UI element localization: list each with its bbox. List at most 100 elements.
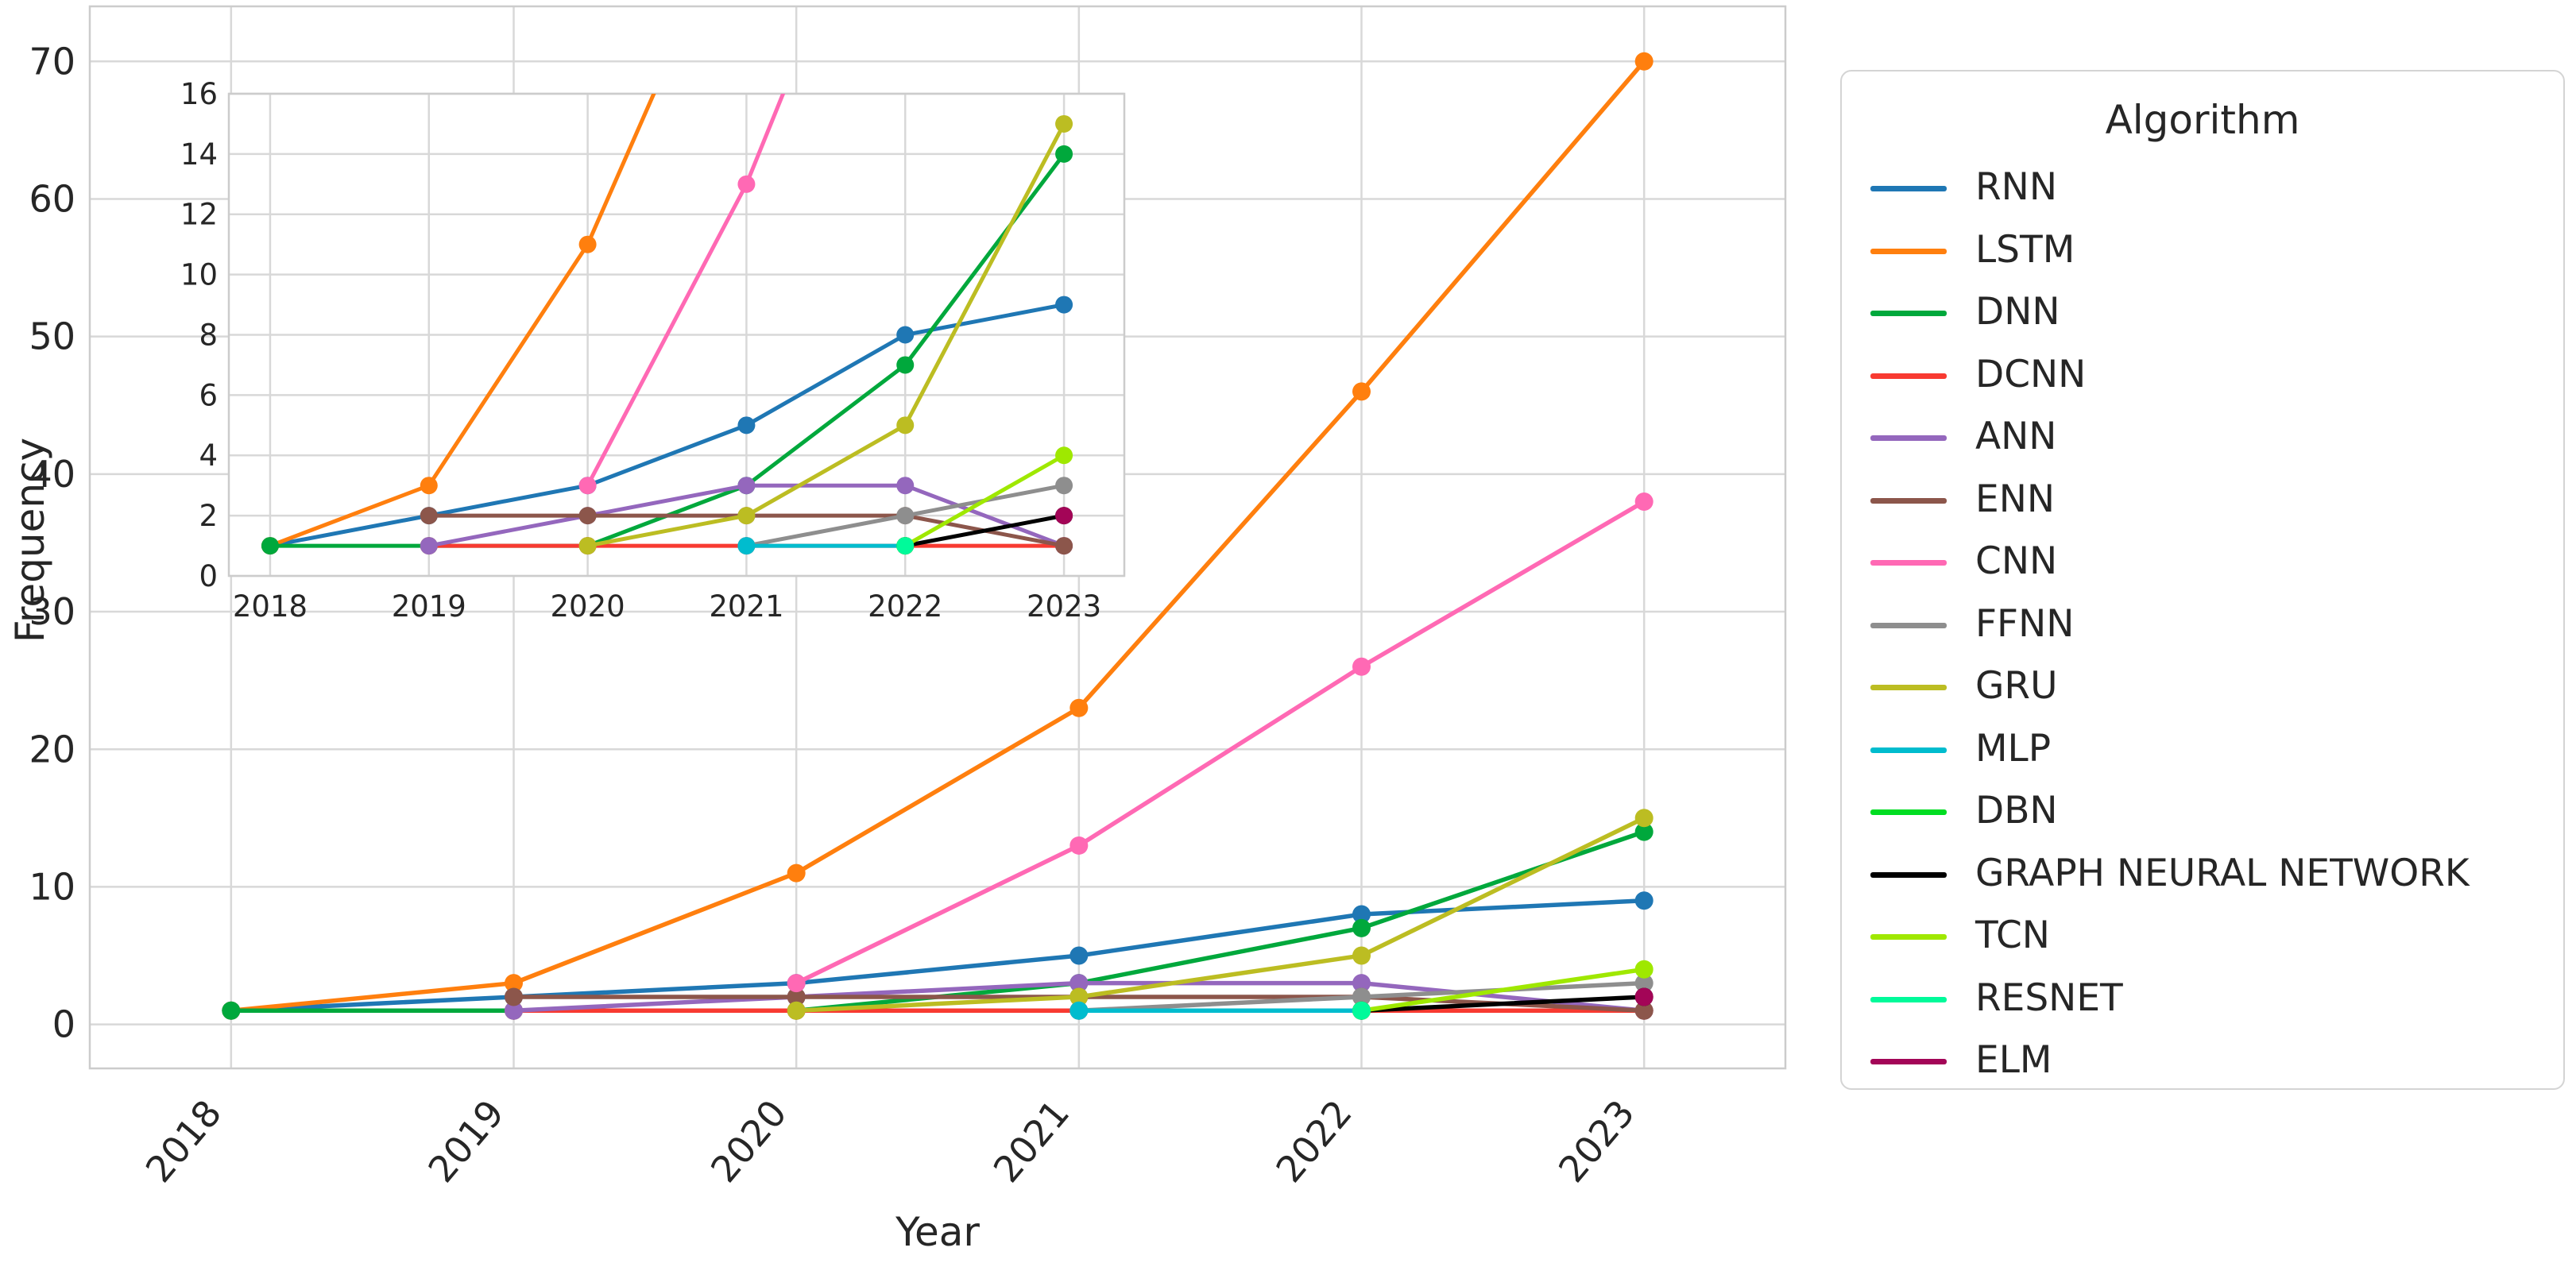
series-point-resnet [1352,1001,1371,1020]
series-point-enn [1634,1001,1654,1020]
x-tick-label: 2018 [233,589,307,624]
y-tick-label: 0 [199,559,218,593]
plot-border [227,92,1126,577]
series-point-gru [1634,809,1654,828]
series-point-dnn [1055,145,1073,163]
legend-swatch-line-ann [1870,435,1947,441]
series-point-rnn [1634,891,1654,910]
y-axis-label: Frequency [7,437,53,643]
series-point-ann [896,477,915,495]
legend-item-label: ENN [1975,477,2056,521]
legend-item-mlp: MLP [1842,727,2563,774]
legend-item-ann: ANN [1842,415,2563,462]
series-point-lstm [505,974,523,993]
series-point-enn [578,507,597,525]
legend-item-resnet: RESNET [1842,976,2563,1024]
inset-chart-series [261,94,1073,555]
legend-item-cnn: CNN [1842,539,2563,587]
series-line-cnn [794,499,1646,986]
series-point-lstm [1634,52,1654,71]
series-line-gru [794,816,1646,1014]
series-point-tcn [1055,446,1073,465]
y-tick-label: 0 [52,1003,75,1046]
series-point-dnn [222,1001,241,1020]
legend-item-label: GRAPH NEURAL NETWORK [1975,851,2470,895]
series-point-elm [1055,507,1073,525]
y-tick-label: 10 [29,865,75,908]
series-point-gru [1069,987,1089,1006]
legend-swatch-line-lstm [1870,248,1947,254]
series-point-elm [1634,987,1654,1006]
legend-item-label: DCNN [1975,352,2087,396]
series-point-gru [787,1001,806,1020]
series-point-ann [505,1001,523,1020]
series-point-rnn [737,416,756,435]
series-point-ffnn [896,507,915,525]
series-point-dnn [1352,918,1371,937]
legend-item-label: CNN [1975,539,2058,583]
series-line-tcn [1359,967,1646,1014]
series-line-graph-neural-network [1359,995,1646,1014]
main-chart-series [222,52,1654,1020]
x-tick-label: 2022 [868,589,942,624]
legend-swatch-line-elm [1870,1059,1947,1064]
series-line-lstm [229,59,1646,1014]
y-tick-label: 14 [180,137,218,172]
series-line-cnn [586,94,786,488]
legend-swatch-line-gru [1870,685,1947,690]
legend-item-label: FFNN [1975,601,2075,646]
series-point-rnn [1352,905,1371,924]
x-tick-label: 2020 [551,589,625,624]
inset-chart: 0 2 4 6 8 10 12 14 16 2018 2019 2020 2021 2022 2023 [180,77,1126,624]
legend-swatch-line-dcnn [1870,373,1947,379]
legend-swatch-line-dbn [1870,809,1947,815]
series-point-cnn [1352,657,1371,676]
legend-item-label: ELM [1975,1038,2052,1082]
y-tick-label: 6 [199,378,218,412]
x-tick-label: 2021 [709,589,783,624]
series-point-resnet [896,537,915,555]
y-tick-label: 12 [180,198,218,232]
legend-item-label: GRU [1975,664,2058,708]
legend-item-rnn: RNN [1842,165,2563,213]
series-point-gru [1055,114,1073,133]
legend-swatch-line-mlp [1870,747,1947,753]
legend-item-label: RNN [1975,165,2057,209]
legend-swatch-line-enn [1870,497,1947,504]
legend-item-label: ANN [1975,415,2057,458]
series-point-tcn [1634,960,1654,979]
legend-item-dbn: DBN [1842,789,2563,836]
legend-swatch-line-ffnn [1870,622,1947,628]
series-point-ann [1069,974,1089,993]
legend-item-label: DBN [1975,789,2058,832]
legend-swatch-line-tcn [1870,934,1947,940]
series-point-enn [420,507,438,525]
y-tick-label: 4 [199,438,218,473]
y-tick-label: 30 [29,590,75,633]
y-tick-label: 70 [29,40,75,83]
legend-swatch-line-rnn [1870,186,1947,191]
series-point-dnn [896,356,915,374]
series-point-cnn [578,477,597,495]
series-point-lstm [787,863,806,883]
series-point-ann [420,537,438,555]
x-tick-label: 2022 [1267,1091,1360,1190]
x-tick-label: 2023 [1550,1091,1643,1190]
series-point-gru [1352,946,1371,965]
legend-item-label: DNN [1975,290,2060,334]
legend-swatch-line-graph-neural-network [1870,871,1947,878]
series-point-rnn [1055,296,1073,314]
series-point-ffnn [1055,477,1073,495]
legend-item-lstm: LSTM [1842,228,2563,276]
legend-item-label: RESNET [1975,975,2123,1020]
legend-item-tcn: TCN [1842,914,2563,961]
y-tick-label: 50 [29,315,75,358]
x-tick-label: 2020 [702,1091,795,1190]
series-point-rnn [1069,946,1089,965]
legend-item-label: LSTM [1975,227,2075,272]
legend-item-ffnn: FFNN [1842,602,2563,650]
legend-item-enn: ENN [1842,477,2563,525]
y-tick-label: 10 [180,258,218,292]
